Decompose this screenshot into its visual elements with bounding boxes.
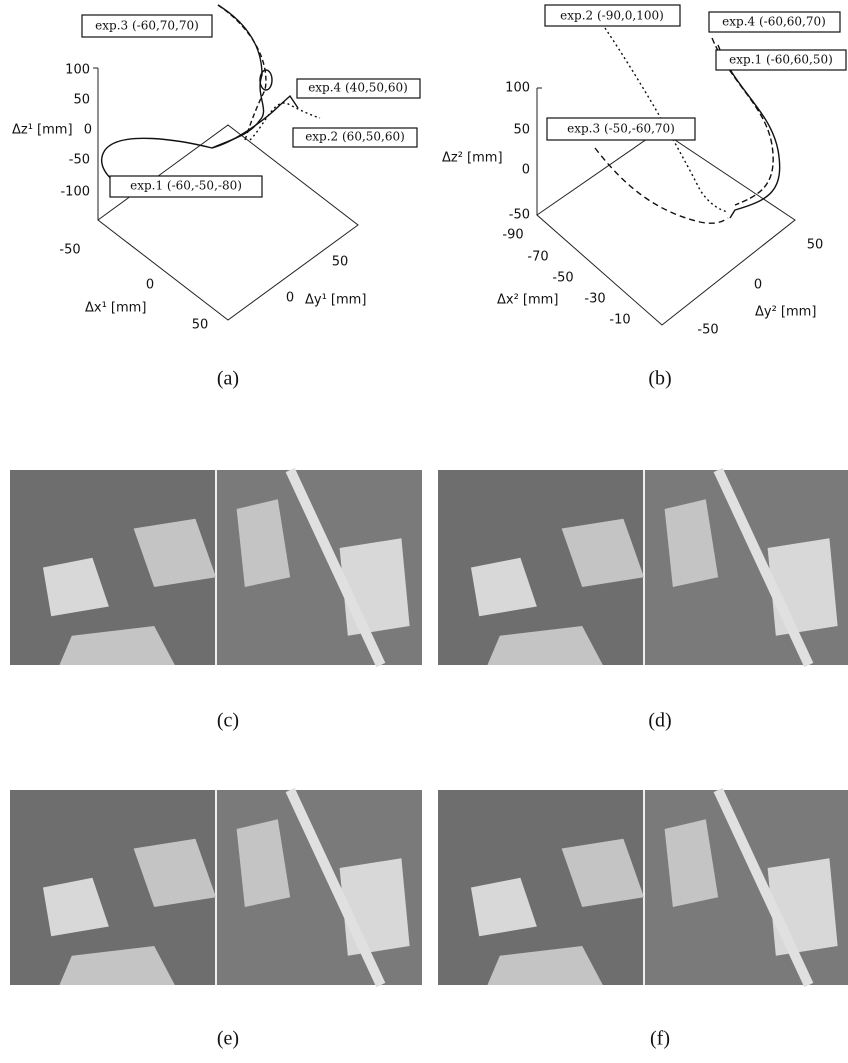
z-tick-label: -50: [69, 153, 90, 168]
panel-label: (a): [217, 368, 239, 390]
y-tick-label: 50: [807, 238, 824, 253]
z-tick-label: 0: [522, 163, 530, 178]
y-tick-label: 0: [754, 278, 762, 293]
photos: [10, 470, 848, 985]
y-axis-label: Δy¹ [mm]: [305, 293, 366, 308]
annotation: exp.1 (-60,60,50): [729, 53, 833, 67]
annotation: exp.3 (-50,-60,70): [567, 122, 675, 136]
photo-object: [340, 538, 410, 636]
photo-object: [768, 538, 838, 636]
panel-label: (b): [648, 368, 671, 390]
annotation: exp.2 (-90,0,100): [560, 9, 664, 23]
panel-label: (e): [217, 1028, 239, 1050]
photo-object: [340, 858, 410, 956]
annotation: exp.4 (40,50,60): [308, 81, 408, 95]
page: exp.3 (-60,70,70) exp.4 (40,50,60) exp.2…: [0, 0, 848, 1063]
z-tick-label: 100: [505, 81, 530, 96]
z-tick-label: 0: [84, 123, 92, 138]
x-tick-label: -10: [609, 313, 630, 328]
y-tick-label: 0: [286, 291, 294, 306]
x-tick-label: 0: [146, 278, 154, 293]
z-axis-label: Δz² [mm]: [442, 151, 503, 166]
x-axis-label: Δx¹ [mm]: [85, 301, 146, 316]
annotation: exp.4 (-60,60,70): [722, 15, 826, 29]
x-axis-label: Δx² [mm]: [497, 293, 558, 308]
panel-label: (f): [650, 1028, 670, 1050]
z-tick-label: 50: [73, 93, 90, 108]
panel-label: (c): [217, 710, 239, 732]
y-axis-label: Δy² [mm]: [755, 305, 816, 320]
annotation: exp.3 (-60,70,70): [95, 19, 199, 33]
z-tick-label: -100: [60, 185, 90, 200]
z-tick-label: 100: [65, 63, 90, 78]
z-tick-label: -50: [509, 208, 530, 223]
x-tick-label: 50: [192, 318, 209, 333]
x-tick-label: -30: [584, 292, 605, 307]
x-tick-label: -50: [59, 243, 80, 258]
y-tick-label: 50: [332, 255, 349, 270]
panel-label: (d): [648, 710, 671, 732]
y-tick-label: -50: [697, 323, 718, 338]
z-axis-label: Δz¹ [mm]: [12, 123, 73, 138]
x-tick-label: -50: [552, 271, 573, 286]
annotation: exp.2 (60,50,60): [305, 130, 405, 144]
z-tick-label: 50: [513, 123, 530, 138]
x-tick-label: -90: [502, 228, 523, 243]
x-tick-label: -70: [527, 250, 548, 265]
annotation: exp.1 (-60,-50,-80): [130, 179, 242, 193]
photo-object: [768, 858, 838, 956]
figure: exp.3 (-60,70,70) exp.4 (40,50,60) exp.2…: [0, 0, 848, 1063]
